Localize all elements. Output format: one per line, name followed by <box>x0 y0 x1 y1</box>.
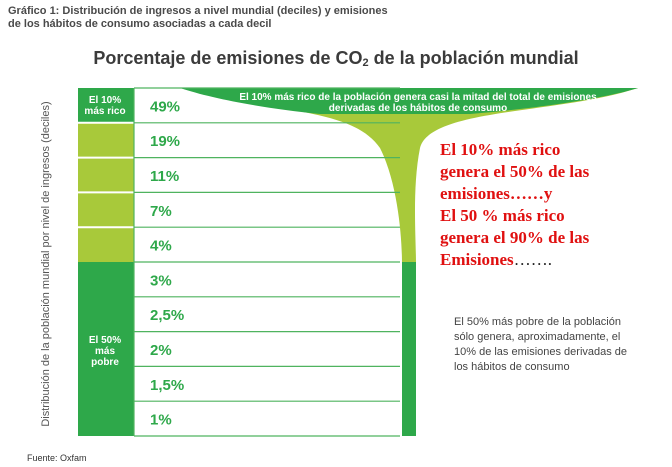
decile-value-label: 19% <box>150 133 180 150</box>
decile-value-label: 11% <box>150 168 179 185</box>
red-note-line: El 10% más rico <box>440 140 561 159</box>
emissions-funnel-light <box>180 88 638 264</box>
group-label-line: pobre <box>91 357 119 368</box>
emissions-funnel-dark <box>180 88 638 114</box>
group-label-line: El 10% <box>88 95 122 106</box>
y-axis-label: Distribución de la población mundial por… <box>40 101 52 427</box>
decile-value-label: 4% <box>150 238 172 255</box>
red-note-line: genera el 50% de las <box>440 162 590 181</box>
chart-title-subscript: 2 <box>362 57 369 69</box>
group-label-poorest: El 50% más pobre <box>78 335 132 368</box>
figure-header: Gráfico 1: Distribución de ingresos a ni… <box>8 5 388 30</box>
red-note-line: emisiones……y <box>440 184 553 203</box>
group-block-poorest <box>78 262 134 436</box>
group-label-line: más rico <box>84 106 126 117</box>
annotation-richest: El 10% más rico de la población genera c… <box>239 92 597 114</box>
group-label-richest: El 10% más rico <box>78 95 132 117</box>
group-block-richest <box>78 88 134 123</box>
source-note: Fuente: Oxfam <box>27 453 87 463</box>
red-note-word: Emisiones <box>440 250 514 269</box>
group-label-line: más <box>94 346 115 357</box>
red-note-line: Emisiones……. <box>440 249 668 271</box>
decile-value-label: 2,5% <box>150 307 184 324</box>
decile-value-label: 49% <box>150 98 180 115</box>
annotation-poorest: El 50% más pobre de la población sólo ge… <box>454 316 628 373</box>
chart-title: Porcentaje de emisiones de CO2 de la pob… <box>0 48 672 69</box>
decile-value-label: 7% <box>150 203 172 220</box>
decile-value-label: 1,5% <box>150 377 184 394</box>
chart-title-main: Porcentaje de emisiones de CO <box>93 48 363 68</box>
decile-value-label: 3% <box>150 272 172 289</box>
group-label-line: El 50% <box>88 335 122 346</box>
decile-value-label: 2% <box>150 342 172 359</box>
decile-value-label: 1% <box>150 412 172 429</box>
chart-title-end: de la población mundial <box>368 48 579 68</box>
red-note-line: El 50 % más rico <box>440 206 565 225</box>
emissions-stream-poorest <box>402 262 416 436</box>
red-note-dots: ……. <box>513 250 552 269</box>
red-note-line: genera el 90% de las <box>440 228 590 247</box>
red-overlay-note: El 10% más rico genera el 50% de las emi… <box>440 139 668 271</box>
